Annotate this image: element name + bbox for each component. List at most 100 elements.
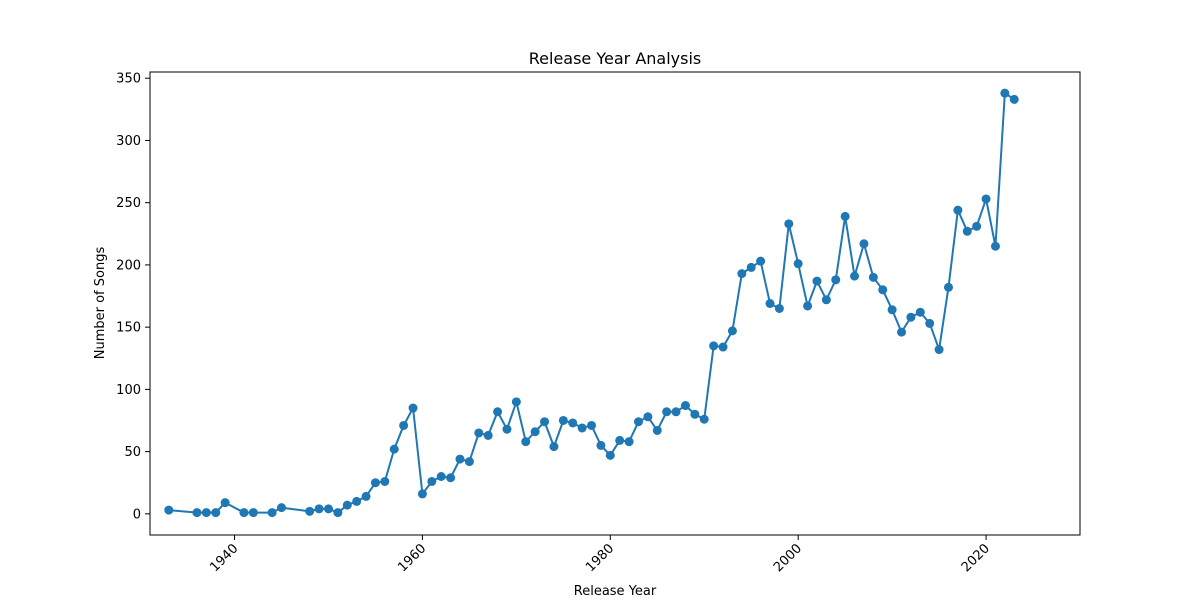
data-point (615, 435, 625, 445)
y-tick-label: 200 (116, 258, 141, 273)
data-point (211, 508, 221, 518)
data-point (511, 397, 521, 407)
y-tick-label: 100 (116, 383, 141, 398)
data-point (323, 504, 333, 514)
data-point (840, 211, 850, 221)
y-tick-label: 0 (133, 507, 141, 522)
data-point (1009, 94, 1019, 104)
data-point (521, 437, 531, 447)
data-point (342, 500, 352, 510)
data-point (436, 472, 446, 481)
y-axis: 0 50 100 150 200 250 300 350 (116, 72, 150, 522)
y-axis-label: Number of Songs (93, 247, 108, 360)
data-point (605, 450, 615, 460)
data-point (1000, 88, 1010, 98)
data-point (784, 219, 794, 229)
x-tick-label: 1980 (583, 541, 617, 575)
y-tick-label: 300 (116, 134, 141, 149)
data-point (164, 505, 174, 515)
data-point (558, 415, 568, 425)
data-point (981, 194, 991, 204)
data-point (474, 428, 484, 438)
data-point (897, 327, 907, 337)
data-point (990, 241, 1000, 251)
data-point (793, 259, 803, 269)
data-point (690, 409, 700, 419)
x-tick-label: 2000 (771, 541, 805, 575)
data-point (540, 417, 550, 427)
data-point (624, 437, 634, 447)
data-point (680, 401, 690, 411)
data-point (370, 478, 380, 488)
data-point (925, 318, 935, 328)
data-point (746, 262, 756, 272)
data-point (953, 205, 963, 215)
series-line (168, 91, 1015, 514)
plot-frame (149, 71, 1081, 536)
y-tick-label: 250 (116, 196, 141, 211)
data-point (483, 430, 493, 440)
data-point (314, 504, 324, 514)
data-point (934, 345, 944, 355)
data-point (220, 498, 230, 508)
data-point (972, 221, 982, 231)
data-point (943, 282, 953, 292)
data-point (596, 440, 606, 450)
x-axis: 1940 1960 1980 2000 2020 (207, 535, 993, 575)
x-tick-label: 1940 (207, 541, 241, 575)
data-point (305, 506, 315, 516)
plot-area (164, 88, 1019, 518)
data-point (577, 423, 587, 433)
data-point (530, 427, 540, 437)
data-point (633, 417, 643, 427)
data-point (671, 407, 681, 417)
data-point (464, 457, 474, 467)
data-point (803, 301, 813, 311)
data-point (408, 403, 418, 413)
data-point (352, 496, 362, 506)
data-point (652, 425, 662, 435)
data-point (718, 342, 728, 352)
data-point (699, 414, 709, 424)
y-tick-label: 350 (116, 72, 141, 87)
data-point (192, 508, 202, 518)
data-point (756, 256, 766, 266)
data-point (906, 312, 916, 322)
data-point (277, 503, 287, 513)
data-point (568, 418, 578, 428)
data-point (493, 407, 503, 417)
data-point (859, 239, 869, 249)
chart-title: Release Year Analysis (529, 49, 701, 68)
data-point (765, 299, 775, 308)
data-point (737, 269, 747, 279)
data-point (248, 508, 258, 518)
y-tick-label: 150 (116, 321, 141, 336)
data-point (878, 285, 888, 295)
data-point (502, 424, 512, 434)
data-point (915, 307, 925, 317)
data-point (709, 341, 719, 351)
data-point (727, 326, 737, 336)
data-point (389, 444, 399, 454)
data-point (201, 508, 211, 518)
data-point (850, 271, 860, 281)
data-point (821, 295, 831, 305)
data-point (427, 476, 437, 486)
data-point (361, 491, 371, 501)
data-point (455, 454, 465, 464)
data-point (643, 412, 653, 422)
data-point (417, 489, 427, 499)
data-point (662, 407, 672, 417)
data-point (962, 226, 972, 236)
data-point (399, 420, 409, 430)
y-tick-label: 50 (124, 445, 141, 460)
x-tick-label: 2020 (959, 541, 993, 575)
data-point (239, 508, 249, 518)
x-tick-label: 1960 (395, 541, 429, 575)
data-point (812, 276, 822, 286)
data-point (887, 305, 897, 315)
data-point (831, 275, 841, 285)
data-point (267, 508, 277, 518)
